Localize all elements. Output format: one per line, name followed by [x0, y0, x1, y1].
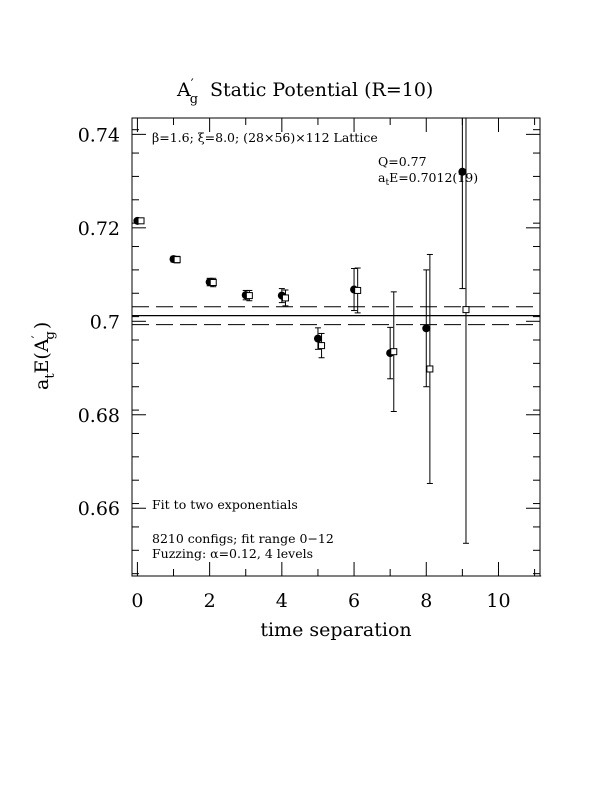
plot-frame: [131, 117, 541, 577]
data-point-square: [462, 306, 470, 314]
y-axis-tick-labels: 0.66 0.68 0.7 0.72 0.74: [78, 124, 120, 520]
x-tick-label: 6: [348, 590, 360, 612]
y-tick-label: 0.68: [78, 405, 120, 427]
chart-title-sub: g: [190, 92, 198, 107]
x-tick-label: 10: [486, 590, 510, 612]
chart-title-main: A: [176, 79, 191, 101]
fit-lines: [132, 306, 540, 326]
data-point-square: [318, 342, 326, 350]
data-point-square: [245, 292, 253, 300]
y-axis-label-t: t: [43, 373, 58, 379]
x-tick-label: 4: [276, 590, 288, 612]
data-point-square: [137, 217, 145, 225]
x-tick-label: 8: [420, 590, 432, 612]
data-series: [133, 118, 542, 577]
y-axis-label-e: E(A: [31, 338, 53, 373]
data-point-square: [209, 279, 217, 287]
y-axis-label-prime: ′: [30, 335, 45, 338]
y-tick-label: 0.72: [78, 218, 120, 240]
data-point-square: [390, 348, 398, 356]
y-axis-label-g: g: [43, 331, 58, 339]
y-axis-label-close: ): [31, 322, 53, 329]
x-axis-label: time separation: [260, 619, 411, 641]
data-point-square: [173, 256, 181, 264]
annotation-fit-t: t: [385, 178, 389, 188]
x-tick-label: 2: [204, 590, 216, 612]
y-axis-label: atE(A′g): [30, 322, 58, 390]
annotation-fit-a: a: [378, 170, 386, 185]
chart-title: A′ g Static Potential (R=10): [176, 77, 433, 107]
y-tick-label: 0.74: [78, 124, 120, 146]
annotation-fit-value: E=0.7012(19): [389, 170, 478, 185]
data-point-square: [354, 286, 362, 294]
annotation-fit-type: Fit to two exponentials: [152, 497, 298, 512]
chart-title-prime: ′: [191, 77, 194, 92]
x-axis-tick-labels: 0 2 4 6 8 10: [131, 590, 510, 612]
data-point-circle: [422, 324, 431, 333]
x-tick-label: 0: [131, 590, 143, 612]
y-tick-label: 0.66: [78, 498, 120, 520]
data-point-square: [281, 294, 289, 302]
y-axis-ticks: [132, 129, 540, 575]
data-point-circle: [313, 334, 322, 343]
chart-title-rest: Static Potential (R=10): [210, 79, 433, 101]
annotation-configs: 8210 configs; fit range 0−12: [152, 531, 334, 546]
y-axis-label-a: a: [31, 379, 53, 390]
data-point-square: [426, 365, 434, 373]
annotation-q: Q=0.77: [378, 154, 427, 169]
y-tick-label: 0.7: [90, 311, 120, 333]
annotation-fit: atE=0.7012(19): [378, 170, 478, 188]
data-point-circle: [458, 167, 467, 176]
annotation-lattice: β=1.6; ξ=8.0; (28×56)×112 Lattice: [152, 130, 378, 145]
annotation-fuzzing: Fuzzing: α=0.12, 4 levels: [152, 546, 313, 561]
